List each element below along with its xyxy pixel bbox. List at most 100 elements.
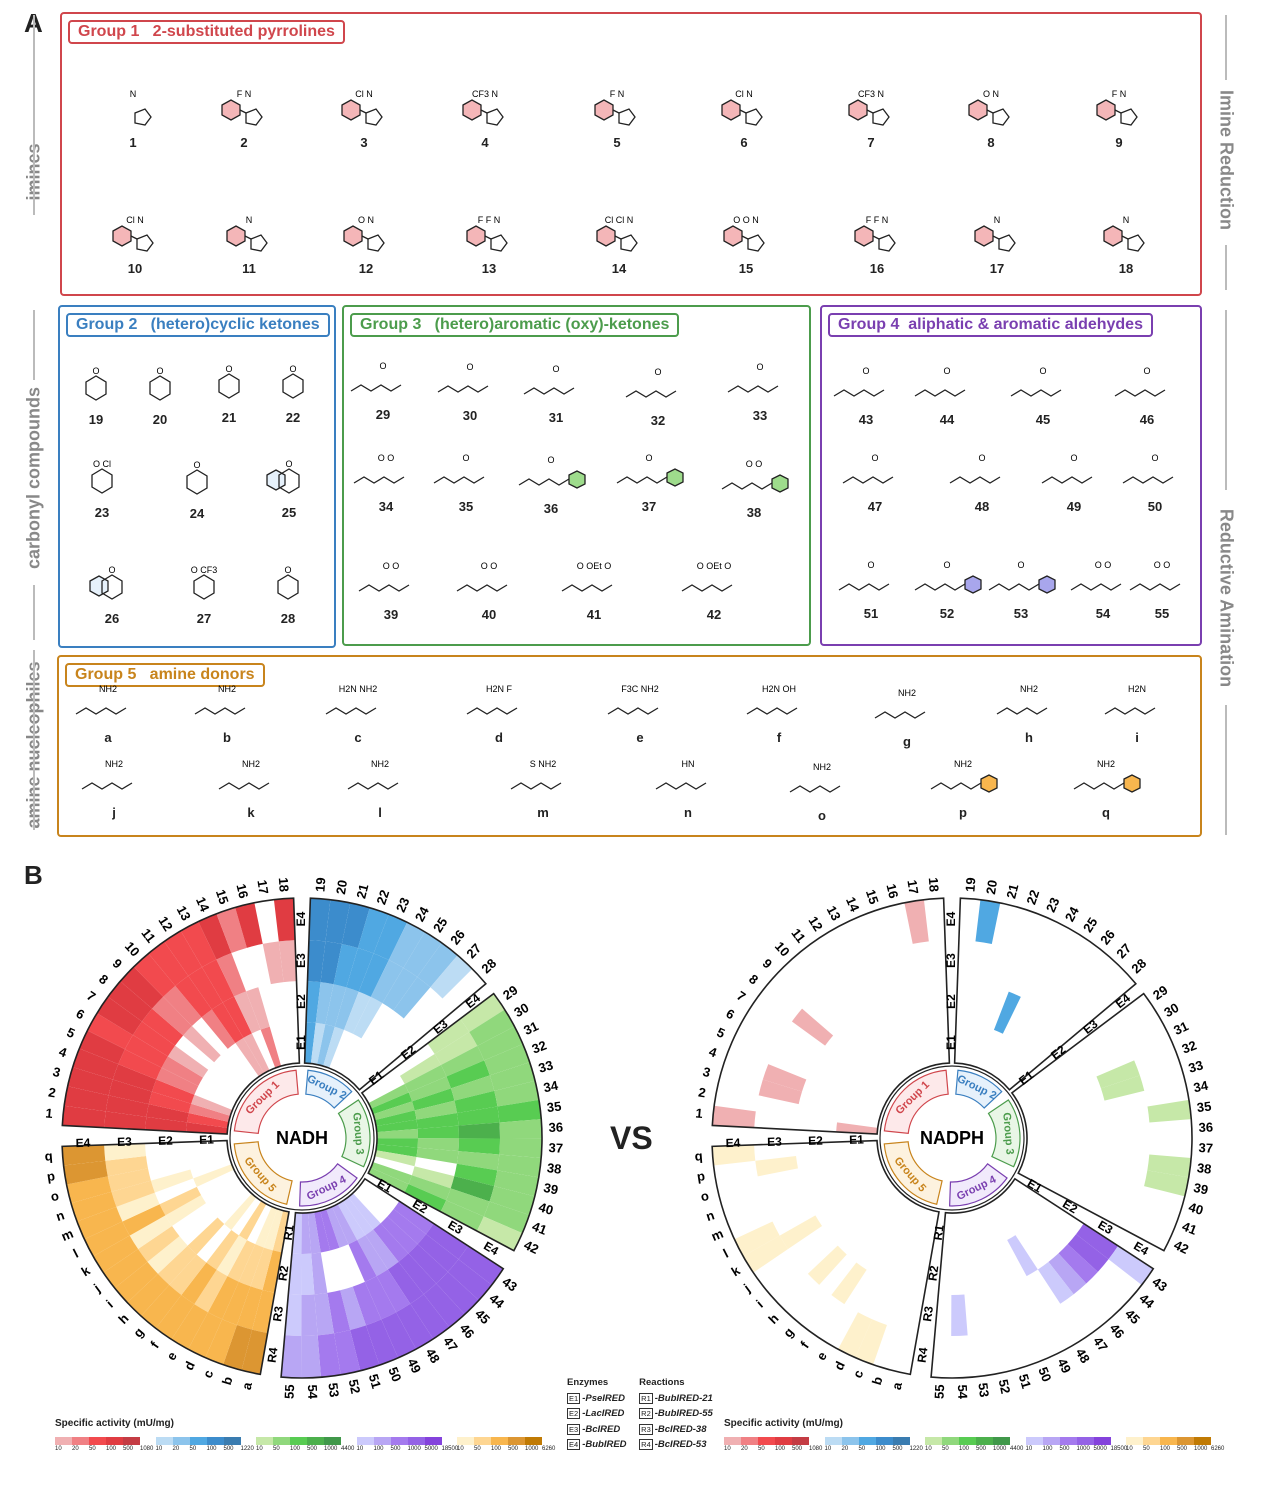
ring-label: E2 — [1048, 1042, 1068, 1062]
compound-tick-label: o — [699, 1188, 710, 1204]
chain-icon — [1010, 389, 1062, 397]
compound-15: O O N 15 — [701, 211, 791, 276]
atom-labels: O O — [1154, 560, 1171, 570]
compound-tick-label: f — [147, 1338, 162, 1351]
structure-icon: O — [433, 453, 485, 484]
aryl-ring-icon — [964, 575, 982, 594]
ring-label: E1 — [1025, 1176, 1045, 1196]
heat-cell-g1-5-4 — [79, 1030, 125, 1065]
legend-swatch — [1126, 1437, 1143, 1445]
legend-swatch — [993, 1437, 1010, 1445]
legend-tick: 100 — [775, 1446, 786, 1452]
compound-tick-label: k — [79, 1262, 94, 1279]
heat-cell-g3-30-4 — [469, 1009, 515, 1046]
heat-cell-g5-n-2 — [150, 1169, 194, 1193]
compound-number: 42 — [706, 607, 722, 622]
heat-cell-g5-h-4 — [127, 1273, 170, 1317]
compound-p: NH2 p — [918, 755, 1008, 820]
legend-tick: 1080 — [809, 1446, 823, 1452]
compound-tick-label: 36 — [548, 1120, 563, 1136]
heat-cell-g2-19-1 — [304, 1022, 316, 1064]
compound-tick-label: c — [200, 1368, 217, 1380]
heat-cell-g1-17-4 — [904, 899, 929, 944]
heat-cell-g1-7-3 — [132, 1021, 176, 1057]
legend-swatch — [155, 1437, 173, 1445]
group-label-arc — [233, 1141, 293, 1205]
key-box: E2 — [567, 1408, 581, 1419]
compound-number: c — [354, 730, 362, 745]
compound-number: p — [959, 805, 967, 820]
heat-cell-g1-10-3 — [163, 985, 202, 1027]
compound-tick-label: 14 — [193, 895, 213, 915]
group-label: Group 3 — [1000, 1112, 1015, 1155]
heat-cell-g3-33-2 — [412, 1088, 455, 1111]
compound-tick-label: 25 — [1080, 915, 1100, 935]
heat-cell-g4-48-2 — [1007, 1235, 1038, 1277]
compound-k: NH2 k — [206, 755, 296, 820]
legend-tick: 100 — [959, 1446, 970, 1452]
compound-4: CF3 N 4 — [440, 85, 530, 150]
heat-cell-g4-47-3 — [1037, 1261, 1074, 1304]
heat-cell-g3-36-3 — [458, 1122, 501, 1139]
legend-swatch — [1042, 1437, 1060, 1445]
compound-35: O 35 — [421, 449, 511, 514]
heat-cell-g5-f-3 — [831, 1262, 867, 1305]
compound-tick-label: n — [704, 1207, 716, 1224]
heat-cell-g3-41-3 — [446, 1188, 490, 1217]
chain-icon — [353, 476, 405, 484]
compound-number: 5 — [613, 135, 621, 150]
structure-icon: O O — [1070, 560, 1122, 591]
compound-number: 13 — [481, 261, 497, 276]
heat-cell-g5-n-3 — [111, 1180, 155, 1207]
legend-swatch — [55, 1437, 72, 1445]
atom-labels: O O N — [733, 215, 759, 225]
heat-cell-g3-41-4 — [483, 1201, 530, 1234]
heat-cell-g3-32-1 — [371, 1092, 413, 1115]
heat-cell-g5-g-3 — [169, 1254, 207, 1296]
heat-cell-g4-45-3 — [1058, 1244, 1098, 1284]
structure-icon: F N — [1096, 89, 1138, 126]
atom-labels: O — [285, 459, 292, 469]
ring-icon — [193, 574, 215, 600]
chain-icon — [1122, 476, 1174, 484]
heat-cell-g3-38-3 — [456, 1151, 500, 1171]
heat-cell-g4-53-4 — [317, 1333, 341, 1378]
enzyme-name: -BubIRED — [582, 1439, 627, 1450]
legend-swatch — [758, 1437, 775, 1445]
atom-labels: N — [246, 215, 253, 225]
chain-icon — [325, 707, 377, 715]
atom-labels: O — [462, 453, 469, 463]
atom-labels: O — [1039, 366, 1046, 376]
structure-icon: O — [1114, 366, 1166, 397]
heat-cell-g5-h-3 — [807, 1245, 847, 1285]
compound-10: Cl N 10 — [90, 211, 180, 276]
heat-cell-g4-48-2 — [357, 1235, 388, 1277]
legend-swatch — [256, 1437, 273, 1445]
reaction-name: -BcIRED-53 — [654, 1439, 707, 1450]
divider — [33, 15, 35, 215]
enzymes-title: Enzymes — [567, 1377, 609, 1388]
compound-number: 28 — [280, 611, 296, 626]
heat-cell-g4-53-3 — [314, 1292, 335, 1336]
compound-number: 10 — [127, 261, 143, 276]
divider — [33, 650, 35, 830]
ring-label: R4 — [915, 1346, 931, 1363]
compound-number: k — [247, 805, 255, 820]
heat-cell-g4-55-3 — [284, 1294, 302, 1336]
heat-cell-g4-44-3 — [1067, 1234, 1109, 1272]
legend-swatch — [925, 1437, 942, 1445]
chain-icon — [456, 584, 508, 592]
heat-cell-g4-49-3 — [364, 1276, 397, 1320]
group-title: Group 3 (hetero)aromatic (oxy)-ketones — [350, 313, 680, 337]
compound-tick-label: 38 — [1196, 1160, 1212, 1177]
heat-cell-g1-14-2 — [234, 991, 261, 1034]
compound-tick-label: 47 — [440, 1334, 461, 1354]
group-sector-outline — [953, 897, 1137, 1091]
compound-tick-label: 39 — [542, 1180, 559, 1198]
legend-tick: 20 — [172, 1446, 180, 1452]
ring-icon — [250, 234, 268, 252]
heat-cell-g5-b-3 — [236, 1286, 263, 1330]
atom-labels: S NH2 — [530, 759, 557, 769]
heat-cell-g1-5-2 — [156, 1067, 199, 1095]
enzyme-name: -PseIRED — [582, 1392, 625, 1404]
